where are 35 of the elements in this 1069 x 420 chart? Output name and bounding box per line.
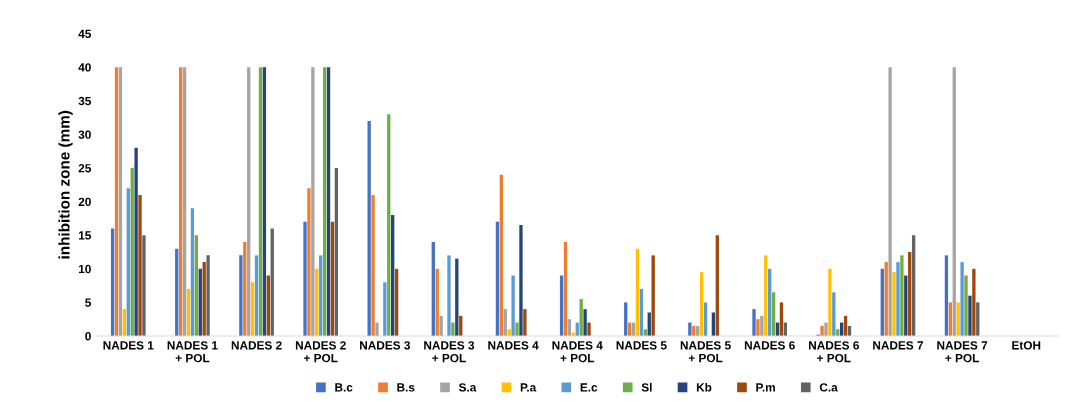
x-tick-label: NADES 3 <box>360 341 410 350</box>
x-tick-label: NADES 7 + POL <box>937 341 988 363</box>
y-tick-label: 40 <box>78 63 91 72</box>
legend-label: P.a <box>520 383 537 392</box>
y-tick-label: 10 <box>78 264 91 274</box>
x-tick-label: NADES 6 <box>744 341 795 350</box>
y-tick-label: 35 <box>78 96 92 106</box>
y-tick-label: 25 <box>78 164 92 173</box>
legend-label: C.a <box>819 383 838 392</box>
y-tick-label: 45 <box>78 29 92 38</box>
x-tick-label: NADES 1 <box>103 341 154 350</box>
x-tick-label: NADES 6 + POL <box>809 341 859 363</box>
y-tick-label: 30 <box>78 130 91 139</box>
x-tick-label: NADES 7 <box>873 341 924 350</box>
y-tick-label: 20 <box>78 197 91 206</box>
y-tick-label: 5 <box>85 298 92 307</box>
x-tick-label: NADES 4 + POL <box>552 341 603 363</box>
x-tick-label: NADES 1 + POL <box>167 341 218 363</box>
x-tick-label: NADES 2 + POL <box>295 341 346 363</box>
legend-label: P.m <box>756 383 775 392</box>
legend-label: S.a <box>458 383 477 392</box>
legend-label: Kb <box>696 382 712 392</box>
legend-label: B.c <box>335 383 353 392</box>
y-axis-title: inhibition zone (mm) <box>58 110 73 259</box>
x-tick-label: NADES 2 <box>231 341 282 350</box>
x-tick-label: EtOH <box>1012 341 1041 350</box>
legend-label: B.s <box>397 383 415 392</box>
legend-label: Sl <box>641 382 652 392</box>
y-tick-label: 15 <box>78 231 92 240</box>
legend-label: E.c <box>580 383 598 392</box>
x-tick-label: NADES 5 <box>616 341 667 350</box>
x-tick-label: NADES 3 + POL <box>424 341 475 363</box>
x-tick-label: NADES 4 <box>488 341 539 350</box>
x-tick-label: NADES 5 + POL <box>680 341 731 363</box>
y-tick-label: 0 <box>85 332 91 341</box>
